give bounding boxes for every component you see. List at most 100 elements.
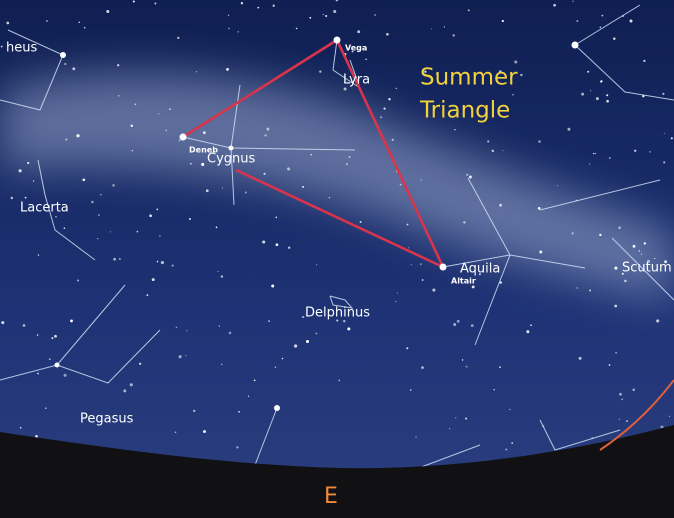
star <box>618 226 621 229</box>
star <box>262 240 265 243</box>
star <box>432 289 435 292</box>
star <box>275 217 277 219</box>
star-vega <box>334 37 341 44</box>
star <box>492 150 494 152</box>
star <box>135 103 137 105</box>
star <box>408 247 409 248</box>
star <box>415 437 416 438</box>
star <box>309 17 311 19</box>
star <box>323 14 325 16</box>
label-delphinus: Delphinus <box>305 306 370 321</box>
star <box>106 10 109 13</box>
star <box>639 250 640 251</box>
star <box>98 214 100 216</box>
star <box>161 261 164 264</box>
star <box>117 64 119 66</box>
star <box>589 290 591 292</box>
star <box>420 263 421 264</box>
star <box>530 324 532 326</box>
star <box>226 68 229 71</box>
star <box>77 280 79 282</box>
star <box>663 161 665 163</box>
star <box>649 151 650 152</box>
star <box>275 366 277 368</box>
star <box>526 330 529 333</box>
star <box>118 95 120 97</box>
star <box>421 366 424 369</box>
star <box>632 389 635 392</box>
star <box>157 261 159 263</box>
star <box>392 139 394 141</box>
star <box>266 128 269 131</box>
star <box>221 363 223 365</box>
star <box>19 169 22 172</box>
star <box>257 7 259 9</box>
star <box>457 320 460 323</box>
star <box>201 163 204 166</box>
star <box>100 194 102 196</box>
star <box>222 187 223 188</box>
star <box>179 139 181 141</box>
star <box>380 116 382 118</box>
star <box>229 332 232 335</box>
star <box>91 201 94 204</box>
star <box>511 442 513 444</box>
star <box>276 243 279 246</box>
star <box>386 33 389 36</box>
star <box>159 235 160 236</box>
star <box>27 162 29 164</box>
star <box>514 61 517 64</box>
star <box>65 139 67 141</box>
star <box>51 337 53 339</box>
star <box>175 431 177 433</box>
star <box>176 327 177 328</box>
star <box>60 52 66 58</box>
star-altair <box>440 264 447 271</box>
star <box>156 208 158 210</box>
star <box>641 253 642 254</box>
star <box>644 242 646 244</box>
star <box>581 93 584 96</box>
star <box>579 357 582 360</box>
star <box>133 0 135 2</box>
star <box>70 319 73 322</box>
star <box>365 59 366 60</box>
star <box>149 214 152 217</box>
star <box>110 231 111 232</box>
star <box>499 204 502 207</box>
star <box>664 133 665 134</box>
star <box>46 20 48 22</box>
star <box>23 324 26 327</box>
label-pegasus: Pegasus <box>80 412 134 427</box>
star <box>37 334 38 335</box>
star <box>238 31 239 32</box>
star-deneb <box>180 134 187 141</box>
star <box>614 267 617 270</box>
star <box>64 374 67 377</box>
star <box>593 153 594 154</box>
star <box>454 129 455 130</box>
star <box>520 74 523 77</box>
star <box>123 389 126 392</box>
star <box>38 254 39 255</box>
star <box>296 28 298 30</box>
star <box>538 140 541 143</box>
star <box>656 319 659 322</box>
star <box>302 186 304 188</box>
star <box>596 97 599 100</box>
star <box>274 405 280 411</box>
star <box>449 428 450 429</box>
star <box>493 389 494 390</box>
star <box>633 245 636 248</box>
star <box>55 363 60 368</box>
star <box>11 197 13 199</box>
star <box>45 407 46 408</box>
star <box>55 216 57 218</box>
star <box>344 88 347 91</box>
star <box>338 380 340 382</box>
star <box>329 197 330 198</box>
star <box>64 227 66 229</box>
star <box>406 347 408 349</box>
star <box>228 28 230 30</box>
sky-map: heus Vega Lyra Summer Triangle Deneb Cyg… <box>0 0 674 518</box>
